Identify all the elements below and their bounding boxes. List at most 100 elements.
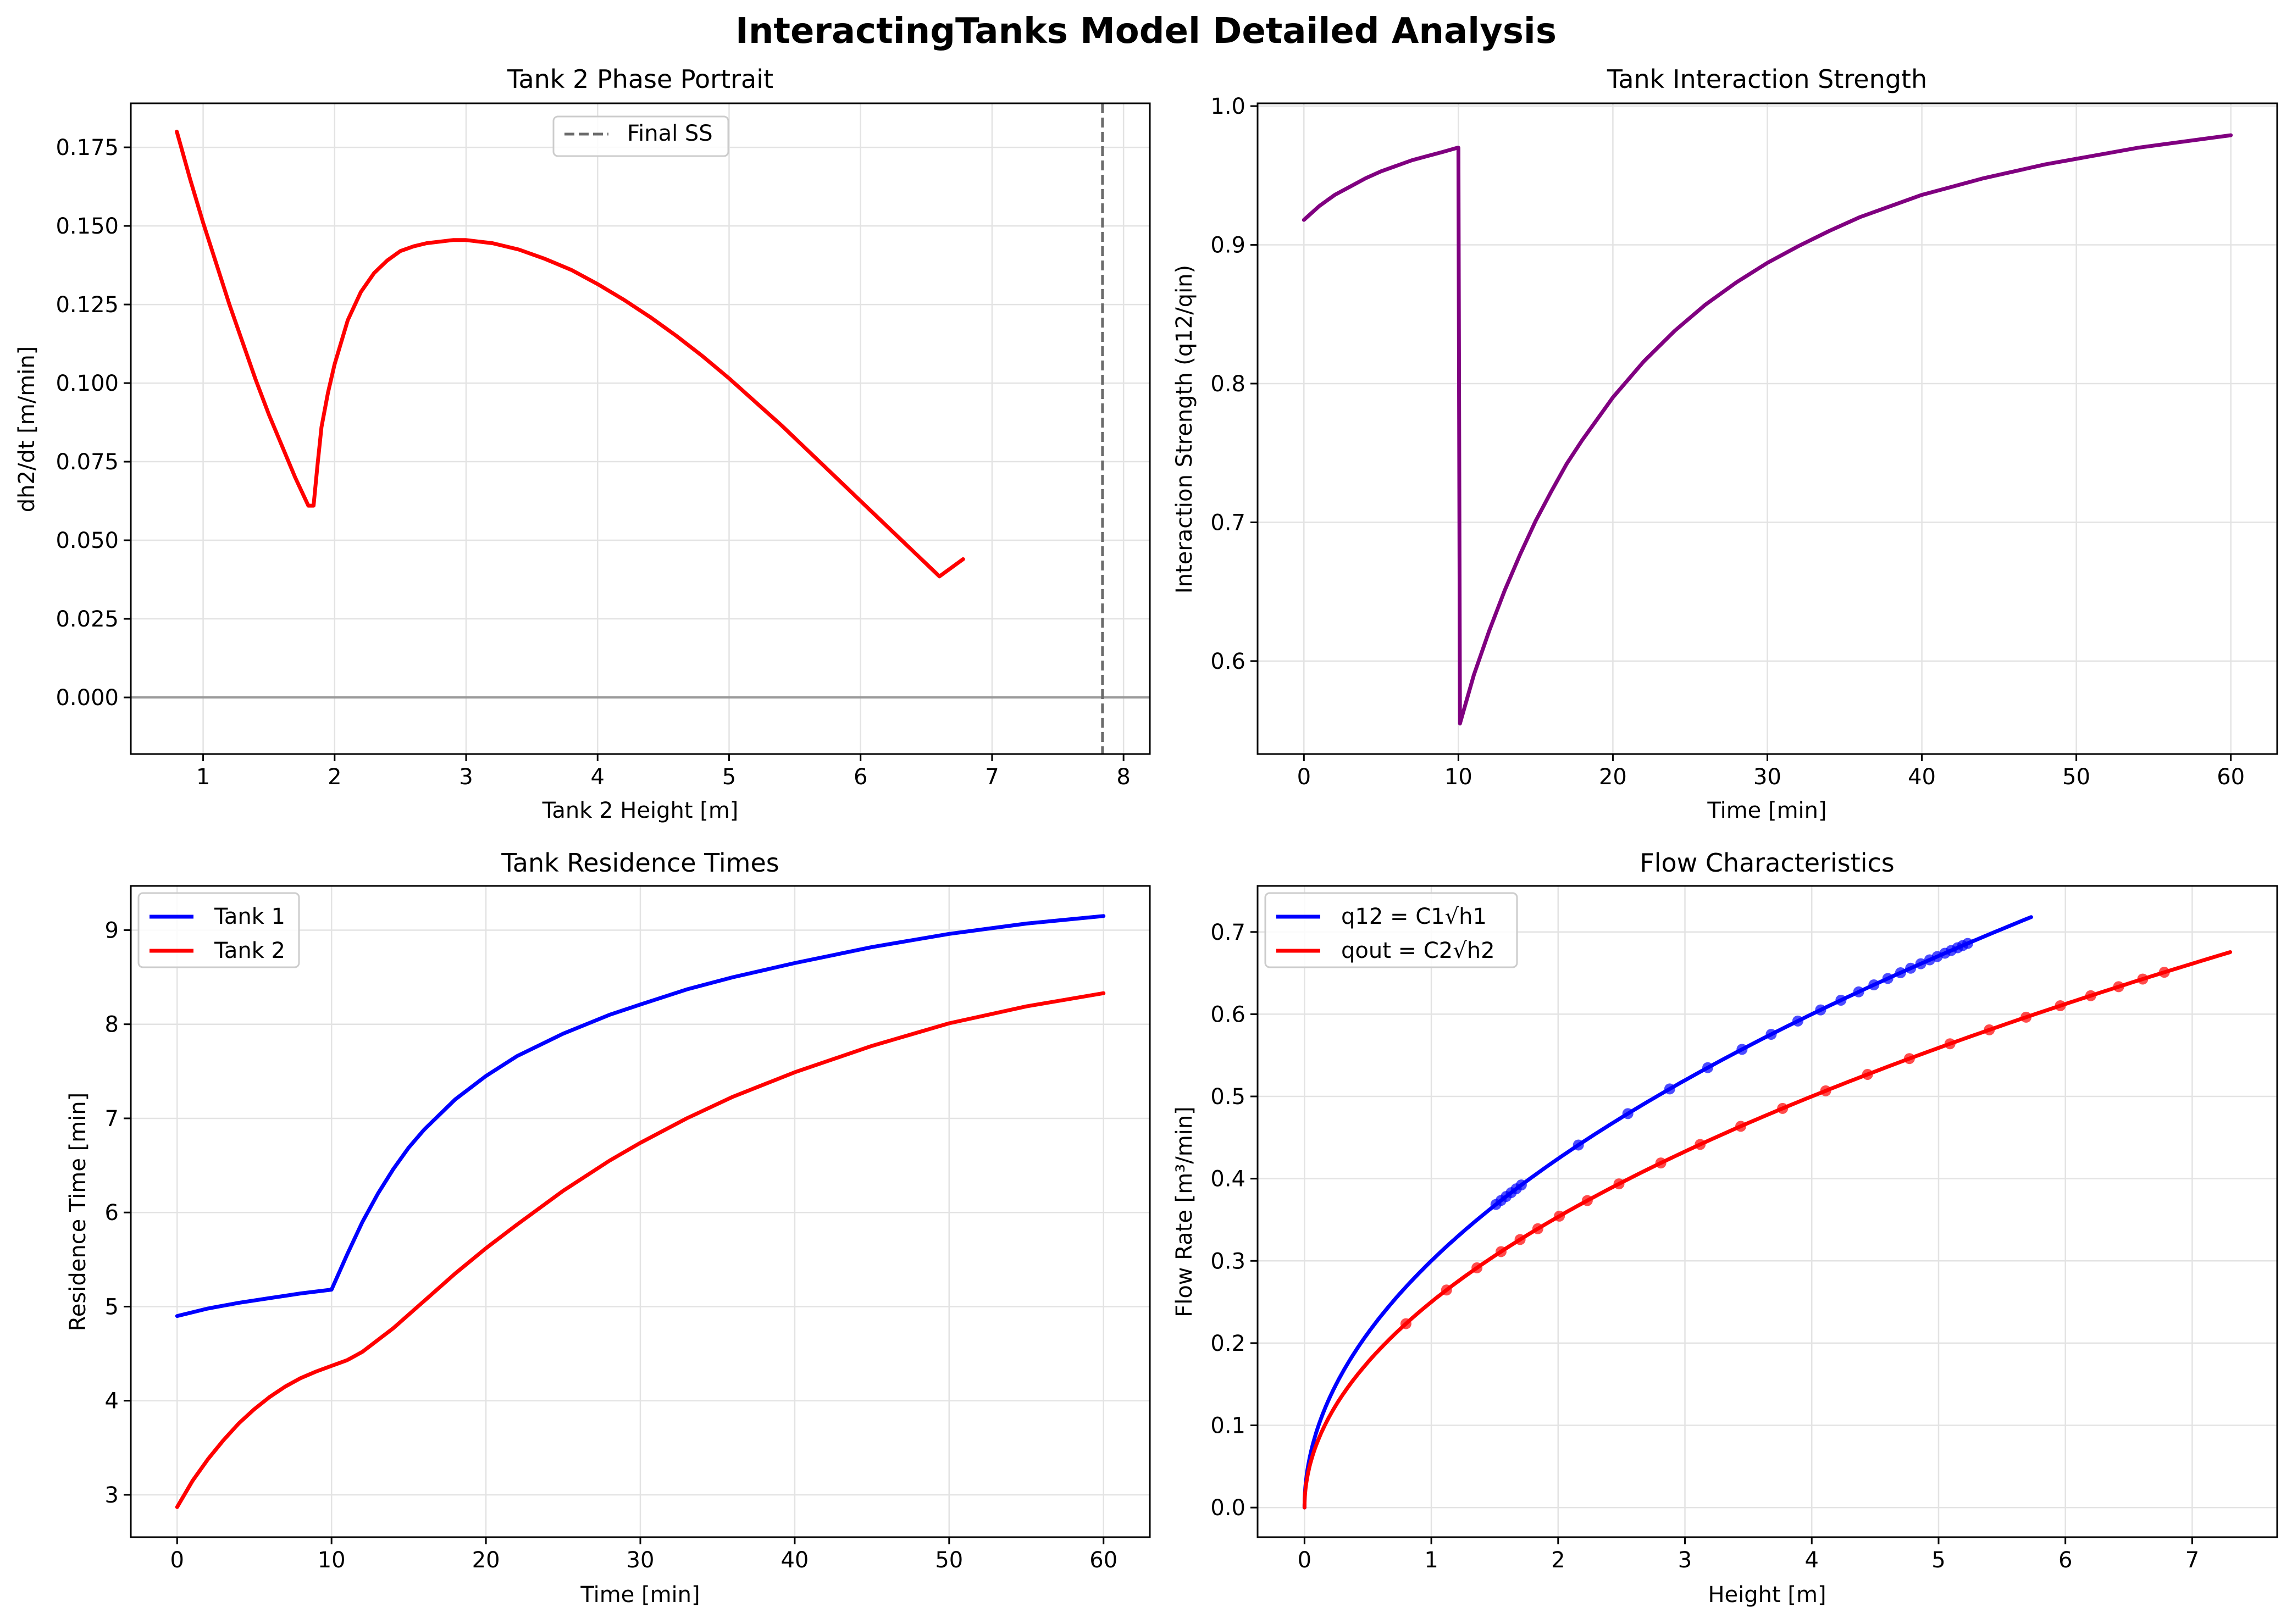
plot-frame	[1256, 885, 2278, 1538]
data-point-qout-c2-h2	[1495, 1246, 1507, 1257]
y-tick-label: 7	[105, 1106, 119, 1132]
y-tick-label: 0.1	[1210, 1414, 1245, 1439]
data-point-q12-c1-h1	[1962, 938, 1974, 949]
y-tick-label: 1.0	[1210, 94, 1245, 119]
y-tick-label: 0.0	[1210, 1495, 1245, 1521]
flow-characteristics-chart: Flow Characteristics 0 1 2 3 4 5 6 7 0.0 0.1 0.2 0.…	[1172, 848, 2278, 1608]
data-point-qout-c2-h2	[1735, 1121, 1747, 1132]
x-axis-label: Time [min]	[580, 1582, 700, 1608]
data-point-q12-c1-h1	[1736, 1044, 1748, 1055]
data-point-qout-c2-h2	[2137, 973, 2149, 985]
y-tick-label: 0.6	[1210, 1002, 1245, 1027]
series-line-q12-qin	[1302, 133, 2233, 725]
x-tick-label: 3	[1678, 1548, 1692, 1573]
y-tick-label: 3	[105, 1483, 119, 1508]
data-point-q12-c1-h1	[1815, 1004, 1826, 1016]
y-tick-label: 4	[105, 1389, 119, 1414]
x-tick-label: 0	[1297, 764, 1311, 790]
data-point-qout-c2-h2	[1400, 1318, 1411, 1329]
x-tick-label: 1	[196, 764, 210, 790]
y-tick-label: 0.4	[1210, 1167, 1245, 1192]
legend-label-q12: q12 = C1√h1	[1341, 904, 1487, 929]
y-tick-label: 9	[105, 918, 119, 943]
y-tick-label: 6	[105, 1200, 119, 1226]
plot-frame	[130, 885, 1151, 1538]
phase-portrait-chart: Tank 2 Phase Portrait 1 2 3 4 5 6 7 8 0.000 0.025…	[14, 64, 1151, 823]
y-tick-label: 5	[105, 1294, 119, 1320]
x-tick-label: 8	[1116, 764, 1130, 790]
series-line-tank-2	[175, 130, 965, 579]
legend-label-tank-1: Tank 1	[214, 904, 285, 929]
data-point-q12-c1-h1	[1792, 1015, 1803, 1027]
x-tick-label: 0	[170, 1548, 184, 1573]
y-tick-label: 0.150	[56, 214, 119, 239]
y-tick-label: 0.050	[56, 528, 119, 553]
y-axis-label: Flow Rate [m³/min]	[1172, 1106, 1197, 1317]
data-point-q12-c1-h1	[1835, 994, 1847, 1006]
data-point-qout-c2-h2	[1581, 1195, 1593, 1206]
x-tick-label: 2	[328, 764, 341, 790]
y-tick-label: 0.025	[56, 607, 119, 632]
x-tick-label: 0	[1298, 1548, 1311, 1573]
plot-frame	[130, 102, 1151, 755]
x-tick-label: 60	[2217, 764, 2245, 790]
y-tick-label: 0.9	[1210, 233, 1245, 258]
data-point-qout-c2-h2	[1441, 1284, 1452, 1296]
series-line-q12-c1-h1	[1302, 915, 2033, 1510]
chart-title: Flow Characteristics	[1640, 848, 1895, 878]
data-point-q12-c1-h1	[1664, 1083, 1675, 1095]
x-tick-label: 30	[1753, 764, 1781, 790]
x-tick-label: 4	[591, 764, 605, 790]
series-line-tank-1	[175, 914, 1106, 1318]
y-tick-label: 0.2	[1210, 1331, 1245, 1356]
data-point-q12-c1-h1	[1573, 1139, 1584, 1151]
data-point-qout-c2-h2	[2113, 981, 2124, 993]
x-tick-label: 1	[1424, 1548, 1438, 1573]
x-axis-label: Time [min]	[1707, 798, 1826, 823]
y-tick-label: 0.3	[1210, 1249, 1245, 1274]
data-point-qout-c2-h2	[1903, 1053, 1915, 1065]
y-tick-label: 0.000	[56, 685, 119, 711]
x-tick-label: 50	[935, 1548, 963, 1573]
data-point-q12-c1-h1	[1915, 958, 1926, 969]
data-point-qout-c2-h2	[1532, 1223, 1543, 1234]
x-tick-label: 7	[985, 764, 999, 790]
y-tick-label: 0.125	[56, 292, 119, 318]
data-point-q12-c1-h1	[1882, 973, 1894, 984]
x-tick-label: 10	[1444, 764, 1472, 790]
x-tick-label: 2	[1551, 1548, 1565, 1573]
x-tick-label: 10	[318, 1548, 346, 1573]
y-tick-label: 0.075	[56, 450, 119, 475]
data-point-q12-c1-h1	[1702, 1062, 1714, 1073]
x-tick-label: 20	[472, 1548, 500, 1573]
data-point-qout-c2-h2	[1777, 1102, 1789, 1114]
chart-title: Tank Interaction Strength	[1607, 64, 1927, 94]
legend: Final SS	[552, 115, 729, 157]
y-tick-label: 0.6	[1210, 649, 1245, 674]
data-point-q12-c1-h1	[1895, 967, 1906, 979]
x-tick-label: 5	[1931, 1548, 1945, 1573]
x-axis-label: Height [m]	[1708, 1582, 1826, 1608]
x-tick-label: 6	[854, 764, 867, 790]
data-point-qout-c2-h2	[1613, 1178, 1625, 1190]
data-point-q12-c1-h1	[1853, 986, 1864, 997]
legend: Tank 1 Tank 2	[137, 892, 300, 968]
figure-title: InteractingTanks Model Detailed Analysis	[735, 11, 1557, 52]
data-point-qout-c2-h2	[1984, 1024, 1995, 1035]
y-axis-label: Residence Time [min]	[65, 1093, 91, 1331]
data-point-q12-c1-h1	[1622, 1108, 1634, 1119]
legend-label-tank-2: Tank 2	[214, 938, 285, 963]
data-point-qout-c2-h2	[1862, 1068, 1873, 1080]
data-point-q12-c1-h1	[1868, 979, 1880, 991]
data-point-qout-c2-h2	[2158, 967, 2170, 978]
data-point-qout-c2-h2	[2085, 990, 2096, 1001]
plot-frame	[1256, 102, 2278, 755]
data-point-q12-c1-h1	[1515, 1179, 1527, 1191]
y-tick-label: 0.7	[1210, 510, 1245, 535]
y-tick-label: 8	[105, 1012, 119, 1038]
legend-label-qout: qout = C2√h2	[1341, 938, 1495, 963]
x-tick-label: 5	[722, 764, 736, 790]
x-tick-label: 20	[1599, 764, 1627, 790]
